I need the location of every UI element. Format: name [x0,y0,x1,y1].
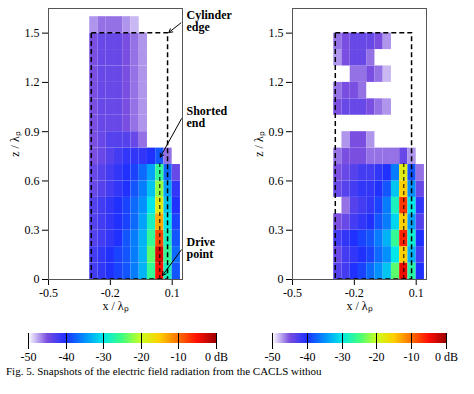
svg-text:z / λₚ: z / λₚ [8,131,22,156]
svg-text:-0.5: -0.5 [39,286,58,300]
svg-text:-30: -30 [96,350,112,364]
svg-text:-20: -20 [134,350,150,364]
svg-text:0.6: 0.6 [269,174,284,188]
svg-text:-30: -30 [335,350,351,364]
svg-text:-0.5: -0.5 [283,286,302,300]
svg-text:Shortedend: Shortedend [187,104,228,130]
svg-text:-40: -40 [300,350,316,364]
svg-text:0.6: 0.6 [25,174,40,188]
svg-text:-40: -40 [59,350,75,364]
svg-text:0: 0 [278,272,284,286]
svg-text:-10: -10 [404,350,420,364]
svg-text:x / λₚ: x / λₚ [102,299,128,313]
svg-text:-0.2: -0.2 [100,286,120,300]
svg-text:-20: -20 [369,350,385,364]
svg-text:0.3: 0.3 [25,223,40,237]
svg-text:-10: -10 [171,350,187,364]
svg-text:0.1: 0.1 [409,286,424,300]
svg-text:0.9: 0.9 [25,125,40,139]
svg-text:x / λₚ: x / λₚ [346,299,372,313]
svg-text:0 dB: 0 dB [435,350,458,364]
svg-text:z / λₚ: z / λₚ [252,131,266,156]
svg-text:0.1: 0.1 [165,286,180,300]
svg-text:0.3: 0.3 [269,223,284,237]
svg-text:1.5: 1.5 [269,26,284,40]
svg-text:-50: -50 [21,350,37,364]
svg-text:-50: -50 [265,350,281,364]
svg-text:0 dB: 0 dB [205,350,228,364]
svg-text:1.5: 1.5 [25,26,40,40]
svg-text:Drivepoint: Drivepoint [187,235,216,261]
svg-text:0.9: 0.9 [269,125,284,139]
svg-text:0: 0 [34,272,40,286]
html-text:Fig. 5. Snapshots of the elect: Fig. 5. Snapshots of the electric field … [6,365,322,377]
svg-text:Cylinderedge: Cylinderedge [187,8,233,34]
svg-text:1.2: 1.2 [25,75,40,89]
svg-text:-0.2: -0.2 [344,286,364,300]
svg-text:1.2: 1.2 [269,75,284,89]
